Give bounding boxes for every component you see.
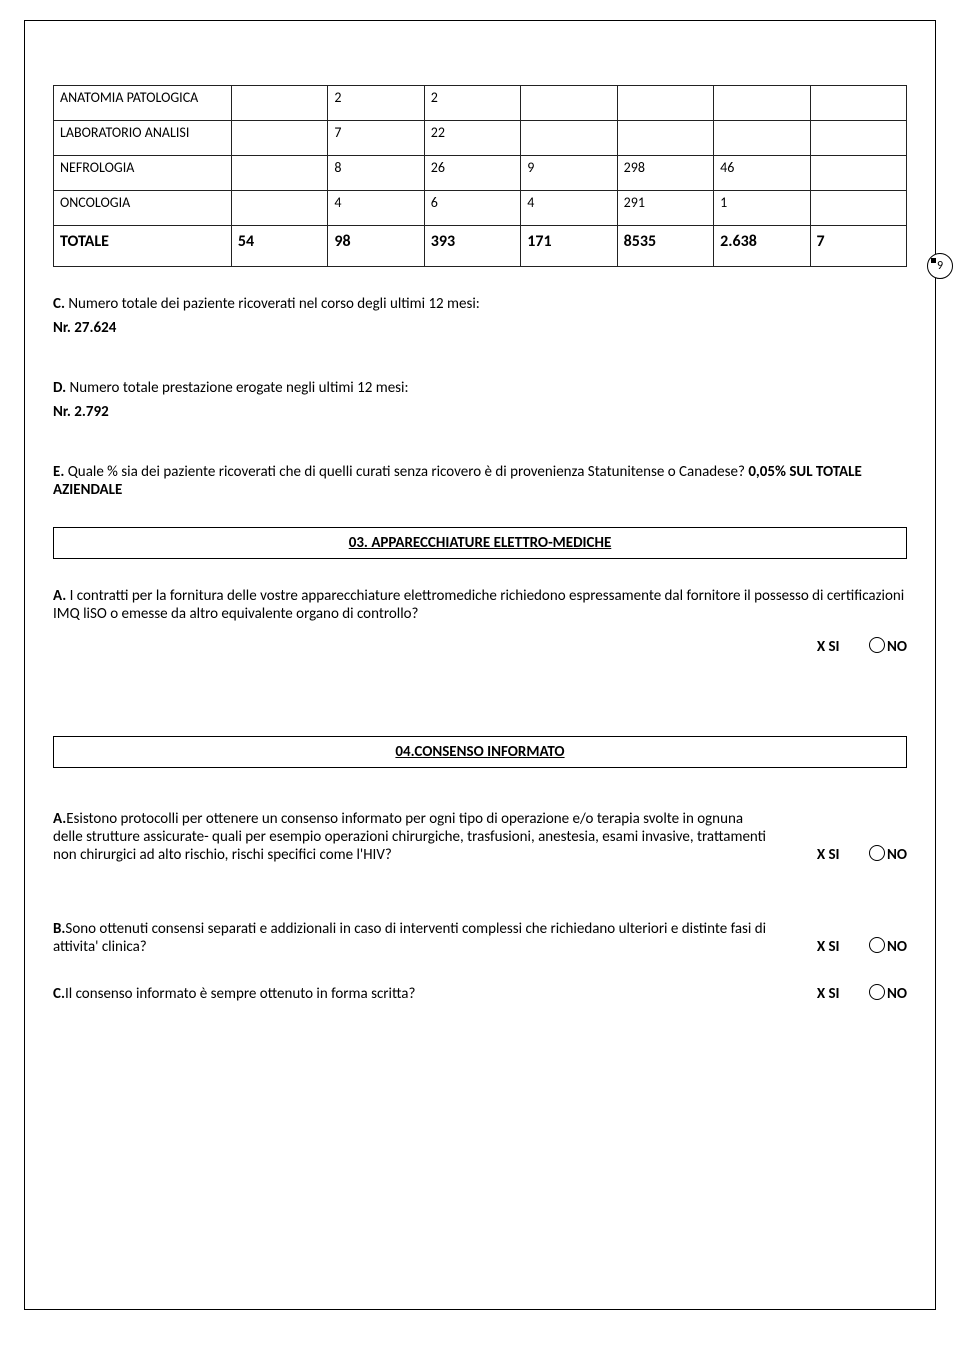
total-cell: 8535 — [617, 226, 713, 267]
cell: 298 — [617, 156, 713, 191]
question-d-answer: Nr. 2.792 — [53, 403, 907, 421]
answer-no: NO — [869, 845, 907, 864]
cell — [617, 121, 713, 156]
radio-icon[interactable] — [869, 937, 885, 953]
question-04a-answers: X SI NO — [793, 845, 907, 864]
radio-icon[interactable] — [869, 984, 885, 1000]
cell — [714, 121, 810, 156]
question-e-text: Quale % sia dei paziente ricoverati che … — [64, 463, 748, 481]
question-04c-answers: X SI NO — [793, 984, 907, 1003]
cell: 9 — [521, 156, 617, 191]
cell — [521, 121, 617, 156]
section-03-header: 03. APPARECCHIATURE ELETTRO-MEDICHE — [53, 527, 907, 559]
total-cell: 54 — [231, 226, 327, 267]
question-03a-label: A. — [53, 587, 66, 605]
cell: 4 — [328, 191, 424, 226]
question-c-answer: Nr. 27.624 — [53, 319, 907, 337]
total-cell: 98 — [328, 226, 424, 267]
cell: 46 — [714, 156, 810, 191]
question-03a-answers: X SI NO — [53, 637, 907, 656]
radio-icon[interactable] — [869, 845, 885, 861]
cell — [231, 156, 327, 191]
question-c-label: C. — [53, 295, 65, 313]
section-04-header: 04.CONSENSO INFORMATO — [53, 736, 907, 768]
total-cell: 2.638 — [714, 226, 810, 267]
question-e-label: E. — [53, 463, 64, 481]
question-04a-text: Esistono protocolli per ottenere un cons… — [53, 810, 766, 864]
table-row: NEFROLOGIA 826929846 — [54, 156, 907, 191]
cell: 6 — [424, 191, 520, 226]
cell: 26 — [424, 156, 520, 191]
question-04c-label: C. — [53, 985, 65, 1003]
question-03a-text: I contratti per la fornitura delle vostr… — [53, 587, 904, 623]
question-04c: C.Il consenso informato è sempre ottenut… — [53, 984, 907, 1003]
table-row: LABORATORIO ANALISI 722 — [54, 121, 907, 156]
row-label: NEFROLOGIA — [54, 156, 232, 191]
question-d: D. Numero totale prestazione erogate neg… — [53, 379, 907, 421]
question-04b-answers: X SI NO — [793, 937, 907, 956]
question-04c-text: Il consenso informato è sempre ottenuto … — [65, 985, 415, 1003]
cell — [810, 86, 906, 121]
cell — [231, 86, 327, 121]
total-cell: 171 — [521, 226, 617, 267]
cell — [231, 191, 327, 226]
cell: 1 — [714, 191, 810, 226]
answer-si: X SI — [817, 638, 842, 656]
cell: 4 — [521, 191, 617, 226]
cell: 2 — [424, 86, 520, 121]
question-04b-label: B. — [53, 920, 65, 938]
total-label: TOTALE — [54, 226, 232, 267]
table-total-row: TOTALE549839317185352.6387 — [54, 226, 907, 267]
question-04a-label: A. — [53, 810, 66, 828]
cell: 22 — [424, 121, 520, 156]
cell — [521, 86, 617, 121]
question-04b: B.Sono ottenuti consensi separati e addi… — [53, 920, 907, 956]
total-cell: 393 — [424, 226, 520, 267]
cell — [810, 191, 906, 226]
page-number: 9 — [937, 259, 943, 273]
cell: 291 — [617, 191, 713, 226]
row-label: LABORATORIO ANALISI — [54, 121, 232, 156]
data-table: ANATOMIA PATOLOGICA22LABORATORIO ANALISI… — [53, 85, 907, 267]
answer-si: X SI — [817, 985, 842, 1003]
answer-no: NO — [869, 984, 907, 1003]
row-label: ANATOMIA PATOLOGICA — [54, 86, 232, 121]
question-d-label: D. — [53, 379, 66, 397]
question-e: E. Quale % sia dei paziente ricoverati c… — [53, 463, 907, 499]
table-row: ANATOMIA PATOLOGICA 22 — [54, 86, 907, 121]
cell — [617, 86, 713, 121]
radio-icon[interactable] — [869, 637, 885, 653]
cell — [810, 121, 906, 156]
answer-si: X SI — [817, 938, 842, 956]
question-c: C. Numero totale dei paziente ricoverati… — [53, 295, 907, 337]
page-number-badge: 9 — [927, 253, 953, 279]
cell: 7 — [328, 121, 424, 156]
page-frame: 9 ANATOMIA PATOLOGICA22LABORATORIO ANALI… — [24, 20, 936, 1310]
answer-si: X SI — [817, 846, 842, 864]
total-cell: 7 — [810, 226, 906, 267]
question-03a: A. I contratti per la fornitura delle vo… — [53, 587, 907, 656]
question-c-text: Numero totale dei paziente ricoverati ne… — [65, 295, 480, 313]
question-d-text: Numero totale prestazione erogate negli … — [66, 379, 408, 397]
cell: 2 — [328, 86, 424, 121]
cell — [714, 86, 810, 121]
answer-no: NO — [869, 637, 907, 656]
answer-no: NO — [869, 937, 907, 956]
row-label: ONCOLOGIA — [54, 191, 232, 226]
cell: 8 — [328, 156, 424, 191]
cell — [231, 121, 327, 156]
table-row: ONCOLOGIA4642911 — [54, 191, 907, 226]
question-04b-text: Sono ottenuti consensi separati e addizi… — [53, 920, 766, 956]
cell — [810, 156, 906, 191]
question-04a: A.Esistono protocolli per ottenere un co… — [53, 810, 907, 864]
